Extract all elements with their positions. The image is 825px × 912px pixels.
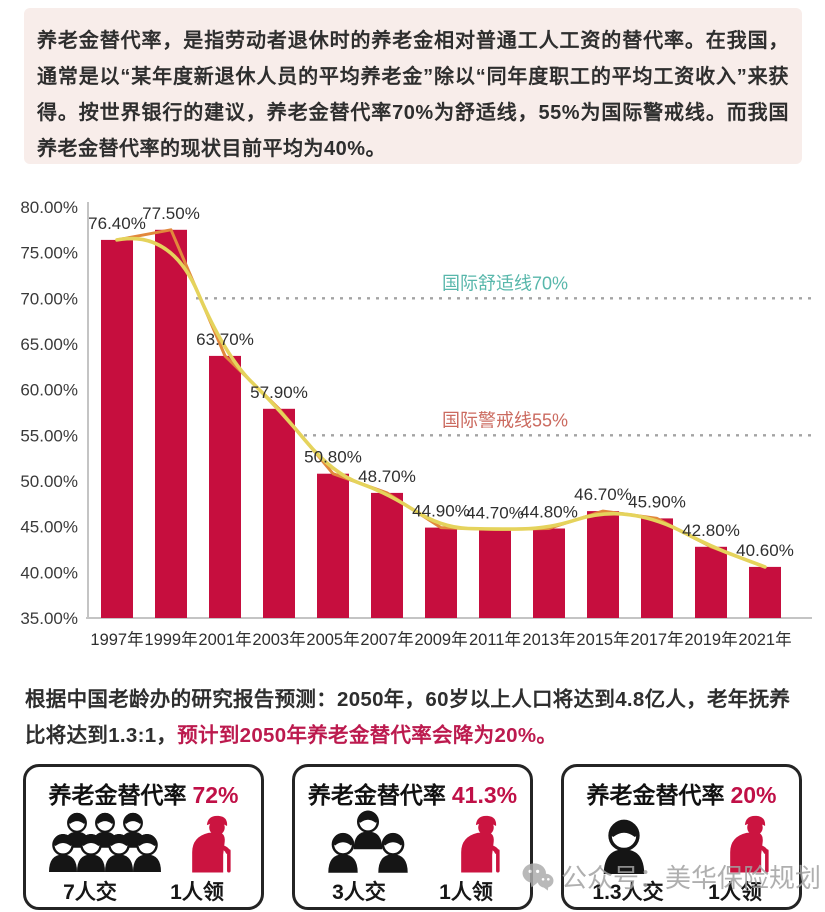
card-title-label: 养老金替代率	[48, 782, 187, 808]
card-title-value: 41.3%	[451, 782, 518, 808]
x-tick: 1999年	[144, 630, 197, 649]
prediction-paragraph: 根据中国老龄办的研究报告预测：2050年，60岁以上人口将达到4.8亿人，老年抚…	[25, 682, 805, 754]
card-labels: 1.3人交 1人领	[564, 874, 799, 912]
bar	[587, 511, 619, 618]
retiree-icon	[717, 812, 779, 874]
card-icons	[295, 810, 530, 874]
bar	[101, 239, 133, 618]
reference-label: 国际警戒线55%	[442, 410, 568, 430]
card-title: 养老金替代率 20%	[564, 776, 799, 810]
bar-line-chart: 80.00% 75.00% 70.00% 65.00% 60.00% 55.00% 50.0…	[20, 198, 812, 649]
retiree-icon	[179, 812, 241, 874]
x-tick: 1997年	[90, 630, 143, 649]
bar	[155, 229, 187, 619]
trend-line-shadow	[116, 228, 766, 569]
prediction-text: 根据中国老龄办的研究报告预测：2050年，60岁以上人口将达到4.8亿人，老年抚…	[25, 688, 791, 747]
bar	[425, 527, 457, 618]
receiver-label: 1人领	[439, 881, 493, 904]
payer-crowd-icon	[315, 810, 421, 874]
y-tick: 80.00%	[20, 198, 78, 217]
bar-value-label: 42.80%	[682, 521, 740, 540]
bar-value-label: 57.90%	[250, 383, 308, 402]
prediction-highlight: 预计到2050年养老金替代率会降为20%。	[177, 724, 558, 747]
payers-label: 1.3人交	[592, 881, 664, 904]
ratio-card-20: 养老金替代率 20%	[561, 764, 802, 910]
retiree-icon	[448, 812, 510, 874]
bar-value-label: 48.70%	[358, 467, 416, 486]
receiver-label: 1人领	[708, 881, 762, 904]
x-tick: 2015年	[576, 630, 629, 649]
y-tick: 70.00%	[20, 289, 78, 308]
card-icons	[564, 810, 799, 874]
card-icons	[26, 810, 261, 874]
bar-value-label: 44.70%	[466, 503, 524, 522]
x-tick: 2003年	[252, 630, 305, 649]
bar	[209, 355, 241, 618]
ratio-card-72: 养老金替代率 72%	[23, 764, 264, 910]
ratio-cards-row: 养老金替代率 72%	[23, 764, 802, 910]
bar	[695, 546, 727, 618]
payer-icon	[584, 810, 664, 874]
bar-value-label: 50.80%	[304, 448, 362, 467]
card-title: 养老金替代率 41.3%	[295, 776, 530, 810]
card-title-label: 养老金替代率	[586, 782, 725, 808]
x-tick: 2005年	[306, 630, 359, 649]
x-tick: 2007年	[360, 630, 413, 649]
card-title-label: 养老金替代率	[307, 782, 446, 808]
y-tick: 65.00%	[20, 335, 78, 354]
card-labels: 3人交 1人领	[295, 874, 530, 912]
bar	[371, 492, 403, 618]
receiver-label: 1人领	[170, 881, 224, 904]
ratio-card-41: 养老金替代率 41.3%	[292, 764, 533, 910]
bar	[263, 408, 295, 618]
y-tick: 50.00%	[20, 472, 78, 491]
card-labels: 7人交 1人领	[26, 874, 261, 912]
x-tick: 2009年	[414, 630, 467, 649]
trend-line	[115, 236, 767, 569]
payers-label: 7人交	[63, 881, 117, 904]
bar	[317, 473, 349, 618]
x-tick: 2021年	[738, 630, 791, 649]
x-tick: 2001年	[198, 630, 251, 649]
y-tick: 60.00%	[20, 381, 78, 400]
card-title-value: 20%	[730, 782, 777, 808]
bar	[749, 566, 781, 618]
bar-value-label: 63.70%	[196, 330, 254, 349]
bar-value-label: 44.80%	[520, 503, 578, 522]
payers-label: 3人交	[332, 881, 386, 904]
card-title: 养老金替代率 72%	[26, 776, 261, 810]
x-tick: 2017年	[630, 630, 683, 649]
x-tick: 2011年	[469, 630, 521, 649]
reference-label: 国际舒适线70%	[442, 273, 568, 293]
bar-value-label: 44.90%	[412, 502, 470, 521]
y-tick: 75.00%	[20, 244, 78, 263]
payer-crowd-icon	[46, 810, 164, 874]
y-tick: 35.00%	[20, 609, 78, 628]
bar-value-label: 46.70%	[574, 485, 632, 504]
bar	[479, 529, 511, 618]
bar-value-label: 76.40%	[88, 214, 146, 233]
y-tick: 55.00%	[20, 426, 78, 445]
intro-paragraph: 养老金替代率，是指劳动者退休时的养老金相对普通工人工资的替代率。在我国，通常是以…	[24, 8, 802, 164]
bar	[641, 518, 673, 618]
y-tick: 40.00%	[20, 563, 78, 582]
bar-value-label: 40.60%	[736, 541, 794, 560]
x-tick: 2019年	[684, 630, 737, 649]
x-tick: 2013年	[522, 630, 575, 649]
card-title-value: 72%	[192, 782, 239, 808]
pension-replacement-chart: 80.00% 75.00% 70.00% 65.00% 60.00% 55.00% 50.0…	[0, 186, 825, 672]
bar-value-label: 77.50%	[142, 204, 200, 223]
bar-value-label: 45.90%	[628, 492, 686, 511]
y-tick: 45.00%	[20, 518, 78, 537]
bar	[533, 528, 565, 618]
